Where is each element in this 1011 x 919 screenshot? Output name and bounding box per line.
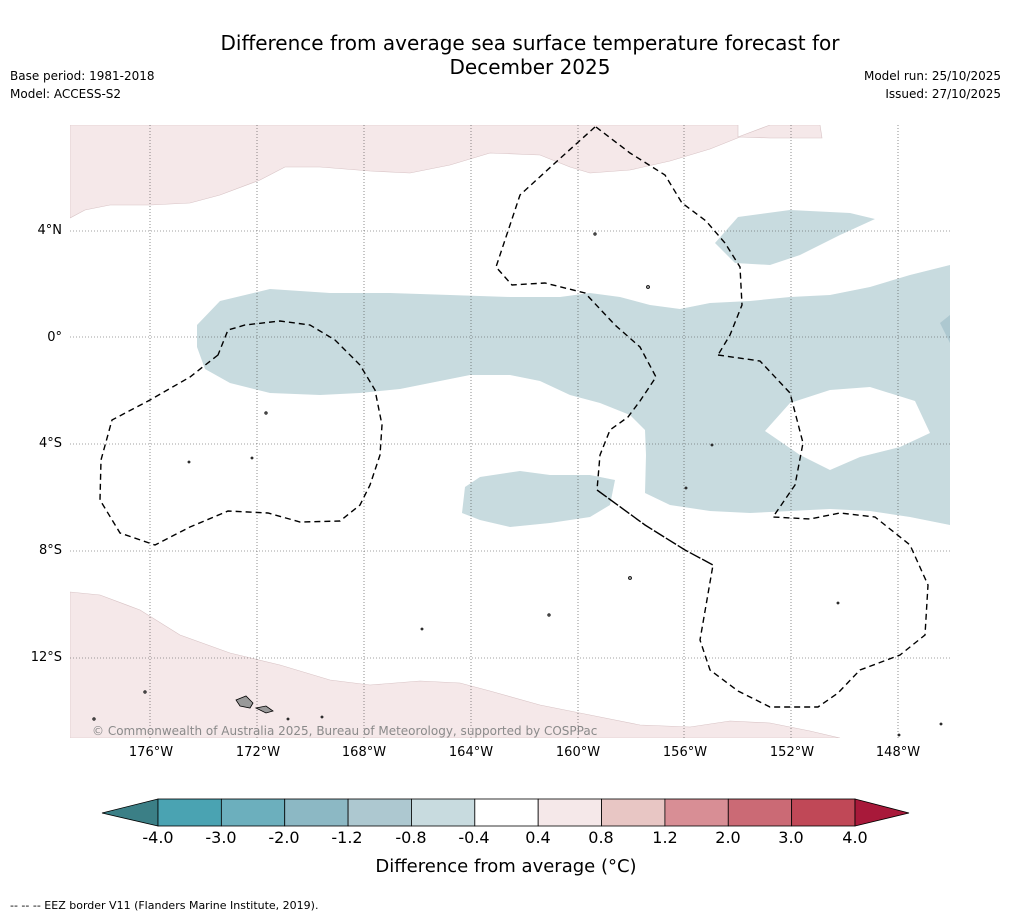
- island-dot: [710, 443, 714, 447]
- cool-anomaly-band: [197, 265, 950, 525]
- island-dot: [286, 717, 290, 721]
- colorbar-segments: [157, 798, 856, 827]
- island-dot: [836, 601, 840, 605]
- lat-label-4n: 4°N: [37, 223, 63, 238]
- colorbar-segment: [411, 798, 476, 827]
- colorbar-tick-label: -3.0: [205, 828, 237, 847]
- colorbar-segment: [220, 798, 286, 827]
- colorbar-tick-label: 0.8: [588, 828, 614, 847]
- island-dot: [264, 411, 268, 415]
- model-name: Model: ACCESS-S2: [10, 87, 122, 101]
- neutral-patch-east: [765, 387, 930, 470]
- colorbar-tick-label: 4.0: [842, 828, 868, 847]
- island-dot: [628, 576, 632, 580]
- colorbar-extend-high: [854, 798, 910, 827]
- colorbar-tick-label: -0.4: [458, 828, 490, 847]
- island-dot: [92, 717, 96, 721]
- base-period: Base period: 1981-2018: [10, 69, 155, 83]
- island-dot: [593, 232, 597, 236]
- colorbar-tick-label: -0.8: [395, 828, 427, 847]
- warm-anomaly-south: [70, 591, 841, 738]
- cool-anomaly-northeast: [715, 210, 875, 265]
- warm-anomaly-north: [70, 125, 823, 219]
- island-dot: [187, 460, 191, 464]
- colorbar-segment: [791, 798, 856, 827]
- lat-label-0: 0°: [47, 330, 62, 345]
- model-run: Model run: 25/10/2025: [863, 69, 1001, 83]
- eez-tokelau: [595, 126, 743, 356]
- lon-label-152w: 152°W: [769, 745, 815, 760]
- island-dot: [684, 486, 688, 490]
- colorbar-tick-label: 3.0: [778, 828, 804, 847]
- island-dot: [646, 285, 650, 289]
- island-dot: [897, 733, 901, 737]
- island-upolu: [254, 705, 274, 714]
- eez-footnote: -- -- -- EEZ border V11 (Flanders Marine…: [10, 899, 319, 912]
- cool-anomaly-south-patch: [462, 471, 615, 527]
- colorbar-tick-label: -1.2: [331, 828, 363, 847]
- colorbar-segment: [601, 798, 666, 827]
- lon-label-160w: 160°W: [555, 745, 601, 760]
- issued-date: Issued: 27/10/2025: [885, 87, 1001, 101]
- copyright-notice: © Commonwealth of Australia 2025, Bureau…: [92, 724, 598, 738]
- title-line-2: December 2025: [449, 55, 611, 79]
- colorbar-title: Difference from average (°C): [375, 856, 637, 877]
- colorbar-segment: [157, 798, 222, 827]
- maritime-boundary-line: [596, 489, 714, 566]
- island-savaii: [235, 695, 254, 709]
- colorbar-tick-label: 0.4: [525, 828, 551, 847]
- lon-label-176w: 176°W: [128, 745, 174, 760]
- lon-label-164w: 164°W: [448, 745, 494, 760]
- island-dot: [939, 722, 943, 726]
- sst-anomaly-map[interactable]: [70, 125, 950, 738]
- island-dot: [250, 456, 254, 460]
- island-dot: [143, 690, 147, 694]
- colorbar-extend-low: [101, 798, 159, 827]
- eez-borders: [99, 126, 929, 708]
- colorbar-segment: [537, 798, 602, 827]
- colorbar-segment: [284, 798, 349, 827]
- graticule: [70, 125, 950, 738]
- meta-left: Base period: 1981-2018 Model: ACCESS-S2: [10, 67, 155, 103]
- eez-kiribati: [495, 126, 657, 491]
- lon-label-168w: 168°W: [341, 745, 387, 760]
- colorbar-tick-label: -4.0: [142, 828, 174, 847]
- island-dot: [320, 715, 324, 719]
- islands: [92, 232, 943, 737]
- eez-tuvalu: [99, 320, 383, 546]
- colorbar-tick-label: -2.0: [268, 828, 300, 847]
- lon-label-172w: 172°W: [235, 745, 281, 760]
- eez-cook-islands: [699, 354, 929, 708]
- colorbar: [101, 798, 910, 827]
- cool-anomaly-edge: [940, 315, 950, 343]
- colorbar-segment: [347, 798, 412, 827]
- title-line-1: Difference from average sea surface temp…: [220, 31, 840, 55]
- island-dot: [420, 627, 424, 631]
- map-title: Difference from average sea surface temp…: [180, 31, 880, 79]
- meta-right: Model run: 25/10/2025 Issued: 27/10/2025: [864, 67, 1001, 103]
- colorbar-segment: [474, 798, 539, 827]
- colorbar-segment: [727, 798, 793, 827]
- lat-label-8s: 8°S: [38, 543, 62, 558]
- lat-label-12s: 12°S: [30, 650, 62, 665]
- lat-label-4s: 4°S: [38, 436, 62, 451]
- lon-label-156w: 156°W: [662, 745, 708, 760]
- colorbar-tick-label: 1.2: [652, 828, 678, 847]
- island-dot: [547, 613, 551, 617]
- lon-label-148w: 148°W: [875, 745, 921, 760]
- colorbar-segment: [664, 798, 729, 827]
- colorbar-tick-label: 2.0: [715, 828, 741, 847]
